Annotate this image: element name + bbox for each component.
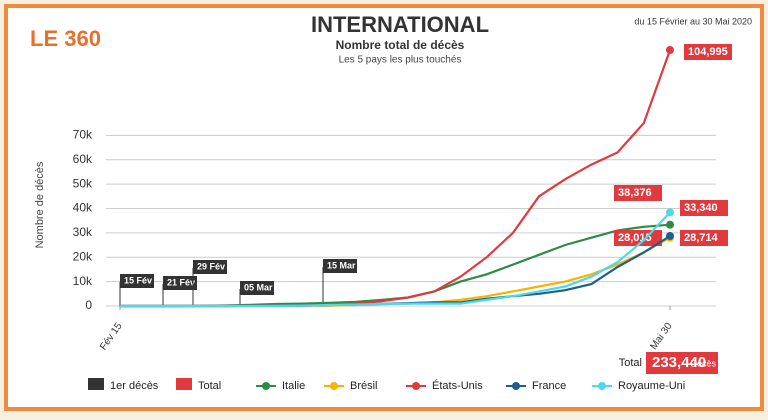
legend-total-icon xyxy=(176,378,192,390)
first-death-label: 15 Mar xyxy=(327,260,356,270)
chart-caption: Les 5 pays les plus touchés xyxy=(339,55,462,66)
legend-label: Italie xyxy=(282,380,305,392)
y-tick-label: 30k xyxy=(73,225,93,239)
legend-flag-icon xyxy=(88,378,104,390)
flag xyxy=(163,276,197,290)
total-box xyxy=(646,352,718,374)
flag xyxy=(240,281,274,295)
chart-subtitle: Nombre total de décès xyxy=(336,38,465,52)
period: du 15 Février au 30 Mai 2020 xyxy=(634,16,752,26)
end-label-box xyxy=(614,185,662,201)
y-tick-label: 70k xyxy=(73,128,93,142)
total-label: Total xyxy=(619,357,642,369)
legend-swatch xyxy=(512,382,520,390)
end-label-box xyxy=(680,230,728,246)
legend-label: 1er décès xyxy=(110,380,159,392)
total-value: 233,440 xyxy=(652,354,706,371)
frame xyxy=(4,4,764,411)
legend-label: France xyxy=(532,380,566,392)
flag xyxy=(120,274,154,288)
end-label: 28,714 xyxy=(684,232,719,244)
end-point xyxy=(666,231,674,240)
legend-swatch xyxy=(330,382,338,390)
y-tick-label: 40k xyxy=(73,201,93,215)
flag xyxy=(323,259,357,273)
y-tick-label: 10k xyxy=(73,274,93,288)
series-line xyxy=(120,211,671,308)
legend-label: Royaume-Uni xyxy=(618,380,685,392)
legend-swatch xyxy=(412,382,420,390)
y-tick-label: 60k xyxy=(73,152,93,166)
end-label: 104,995 xyxy=(688,46,728,58)
y-tick-label: 20k xyxy=(73,249,93,263)
total-unit: Décès xyxy=(690,358,716,368)
legend-label: Brésil xyxy=(350,380,378,392)
legend-swatch xyxy=(598,382,606,390)
end-label-box xyxy=(684,44,732,60)
y-tick-label: 50k xyxy=(73,176,93,190)
end-label: 33,340 xyxy=(684,202,718,214)
first-death-label: 21 Fév xyxy=(167,277,195,287)
first-death-label: 29 Fév xyxy=(197,261,225,271)
end-point xyxy=(666,208,674,217)
chart-title: INTERNATIONAL xyxy=(311,12,489,37)
end-point xyxy=(666,220,674,229)
y-axis-label: Nombre de décès xyxy=(34,161,46,248)
flag xyxy=(193,260,227,274)
brand: LE 360 xyxy=(30,26,101,51)
legend-label: États-Unis xyxy=(432,379,483,392)
legend-label: Total xyxy=(198,380,221,392)
legend-swatch xyxy=(262,382,270,390)
end-label-box xyxy=(680,200,728,216)
end-point xyxy=(666,46,674,55)
first-death-label: 05 Mar xyxy=(244,282,273,292)
y-tick-label: 0 xyxy=(85,298,92,312)
end-label: 38,376 xyxy=(618,187,652,199)
first-death-label: 15 Fév xyxy=(124,275,152,285)
